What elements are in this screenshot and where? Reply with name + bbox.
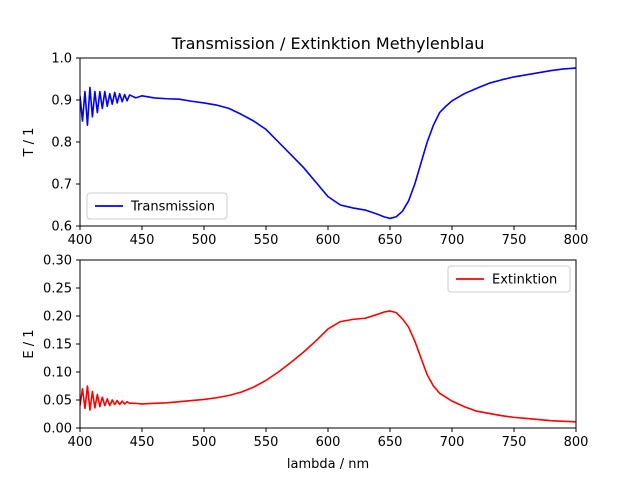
plot-extinktion: 400 450 500 550 600 650 700 750 800 0.00 0.05 0.10 0… [22, 254, 588, 473]
y-tick-label: 0.25 [43, 282, 72, 297]
y-tick-label: 0.20 [43, 310, 72, 325]
chart-title: Transmission / Extinktion Methylenblau [171, 34, 485, 53]
x-tick-label: 450 [130, 233, 155, 248]
x-tick-label: 700 [440, 435, 465, 450]
x-tick-label: 750 [502, 435, 527, 450]
y-tick-label: 1.0 [51, 52, 72, 67]
x-tick-label: 650 [378, 435, 403, 450]
plot-transmission: 400 450 500 550 600 650 700 750 800 0.6 0.7 0.8 0.9 1… [22, 52, 588, 249]
series-line-extinktion [80, 310, 576, 423]
y-tick-label: 0.7 [51, 178, 72, 193]
x-tick-label: 750 [502, 233, 527, 248]
x-tick-label: 700 [440, 233, 465, 248]
x-tick-label: 800 [564, 435, 589, 450]
x-tick-label: 550 [254, 233, 279, 248]
y-tick-label: 0.6 [51, 220, 72, 235]
y-tick-label: 0.8 [51, 136, 72, 151]
x-tick-label: 800 [564, 233, 589, 248]
legend: Transmission [86, 192, 228, 220]
y-tick-label: 0.15 [43, 338, 72, 353]
y-axis-label: E / 1 [22, 329, 37, 358]
x-tick-label: 550 [254, 435, 279, 450]
series-line-transmission [80, 67, 576, 220]
y-tick-label: 0.9 [51, 94, 72, 109]
y-tick-label: 0.00 [43, 422, 72, 437]
legend-box [447, 265, 571, 293]
x-tick-label: 450 [130, 435, 155, 450]
x-tick-label: 500 [192, 233, 217, 248]
x-axis-label: lambda / nm [287, 457, 369, 472]
x-tick-label: 400 [68, 233, 93, 248]
legend-label: Extinktion [492, 273, 557, 288]
x-tick-label: 500 [192, 435, 217, 450]
y-tick-label: 0.30 [43, 254, 72, 269]
legend-label: Transmission [130, 200, 215, 215]
x-tick-label: 650 [378, 233, 403, 248]
x-tick-label: 600 [316, 233, 341, 248]
y-axis-label: T / 1 [22, 128, 37, 158]
x-tick-label: 600 [316, 435, 341, 450]
y-tick-label: 0.10 [43, 366, 72, 381]
x-tick-label: 400 [68, 435, 93, 450]
y-tick-label: 0.05 [43, 394, 72, 409]
legend: Extinktion [447, 265, 571, 293]
legend-box [86, 192, 228, 220]
